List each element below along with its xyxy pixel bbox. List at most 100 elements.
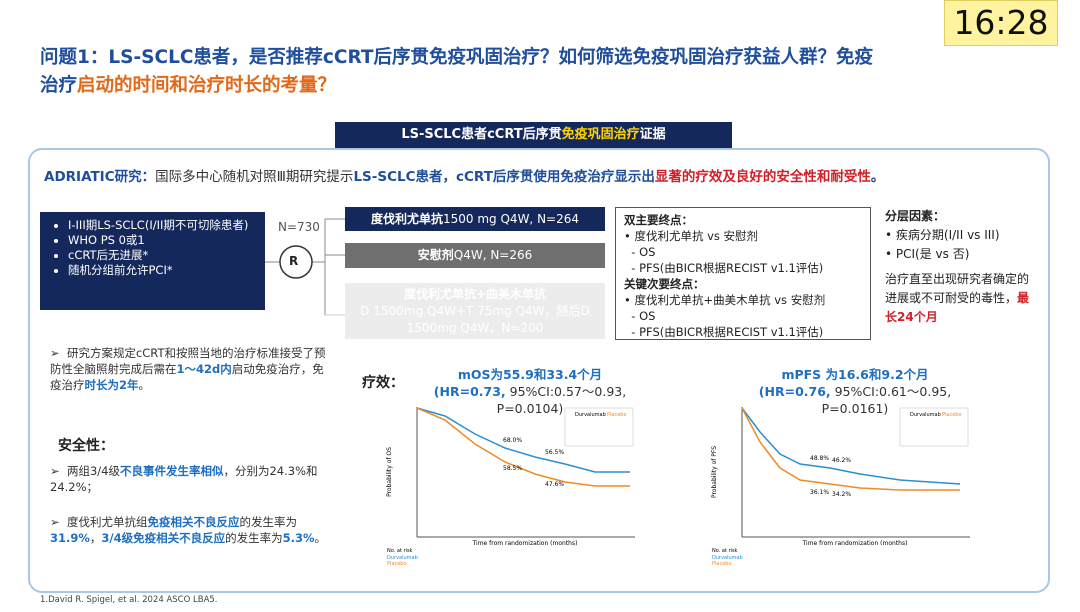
note-highlight: 1～42d内 bbox=[176, 362, 232, 376]
endpoint-item: OS bbox=[639, 309, 656, 323]
risk-label: No. at risk bbox=[712, 548, 738, 554]
strat-item: PCI(是 vs 否) bbox=[895, 247, 970, 261]
title-highlight: 启动的时间和治疗时长的考量？ bbox=[77, 75, 337, 96]
note-highlight: 31.9% bbox=[50, 531, 90, 545]
efficacy-label: 疗效： bbox=[362, 375, 404, 391]
endpoint-heading: 双主要终点： bbox=[624, 213, 693, 227]
risk-label: No. at risk bbox=[387, 548, 413, 554]
randomization-label: R bbox=[289, 254, 299, 268]
risk-row: Durvalumab bbox=[387, 555, 418, 561]
arm-dose: D 1500mg Q4W+T 75mg Q4W，随后D 1500mg Q4W，N… bbox=[360, 304, 590, 335]
inclusion-item: 随机分组前允许PCI* bbox=[68, 263, 259, 278]
risk-row: Placebo bbox=[387, 561, 407, 567]
arm-drug: 度伐利尤单抗 bbox=[371, 212, 444, 226]
note-text: 度伐利尤单抗组 bbox=[66, 515, 148, 529]
footnote: 1.David R. Spigel, et al. 2024 ASCO LBA5… bbox=[40, 595, 218, 605]
note-highlight: 免疫相关不良反应 bbox=[147, 515, 240, 529]
note-text: 启动免疫治疗，免疫治疗 bbox=[50, 362, 324, 392]
banner: LS-SCLC患者cCRT后序贯免疫巩固治疗证据 bbox=[335, 122, 732, 148]
legend: Placebo bbox=[942, 412, 962, 418]
hr: (HR=0.73, bbox=[433, 384, 506, 399]
km-pfs: Probability of PFS Time from randomizati… bbox=[711, 407, 970, 567]
content-frame bbox=[28, 148, 1050, 593]
study-line: ADRIATIC研究：国际多中心随机对照Ⅲ期研究提示LS-SCLC患者，cCRT… bbox=[44, 165, 884, 185]
banner-text: 证据 bbox=[639, 127, 666, 142]
strat-note: 治疗直至出现研究者确定的进展或不可耐受的毒性， bbox=[885, 272, 1030, 305]
title-text: 问题1：LS-SCLC患者，是否推荐cCRT后序贯免疫巩固治疗？如何筛选免疫巩固… bbox=[40, 47, 874, 68]
endpoint-item: PFS(由BICR根据RECIST v1.1评估) bbox=[639, 261, 824, 275]
legend: Durvalumab bbox=[575, 412, 606, 418]
strat-title: 分层因素： bbox=[885, 209, 946, 223]
axis-title: Time from randomization (months) bbox=[472, 540, 578, 547]
annotation: 56.5% bbox=[545, 449, 564, 456]
annotation: 46.2% bbox=[832, 457, 851, 464]
annotation: 48.8% bbox=[810, 455, 829, 462]
risk-row: Placebo bbox=[712, 561, 732, 567]
chart-title: mPFS 为16.6和9.2个月 (HR=0.76, 95%CI:0.61～0.9… bbox=[735, 366, 975, 417]
note-text: 。 bbox=[314, 531, 327, 545]
timer: 16:28 bbox=[944, 0, 1058, 46]
arm-dose: 1500 mg Q4W, N=264 bbox=[443, 212, 579, 226]
note-text: 。 bbox=[138, 378, 151, 392]
study-text: LS-SCLC患者，cCRT后序贯使用免疫治疗显示出 bbox=[353, 169, 655, 185]
endpoint-item: 度伐利尤单抗+曲美木单抗 vs 安慰剂 bbox=[634, 293, 826, 307]
note-text: 两组3/4级 bbox=[66, 464, 120, 478]
protocol-note: ➢ 研究方案规定cCRT和按照当地的治疗标准接受了预防性全脑照射完成后需在1～4… bbox=[50, 346, 326, 392]
note-text: 的发生率为 bbox=[239, 515, 297, 529]
arm: 度伐利尤单抗1500 mg Q4W, N=264 bbox=[345, 207, 605, 231]
hr-ci: 95%CI:0.57～0.93, P=0.0104) bbox=[496, 384, 627, 416]
chart-title-text: mOS为55.9和33.4个月 bbox=[457, 367, 603, 382]
legend: Placebo bbox=[607, 412, 627, 418]
note-highlight: 5.3% bbox=[282, 531, 315, 545]
hr-ci: 95%CI:0.61～0.95, P=0.0161) bbox=[821, 384, 952, 416]
inclusion-box: I-III期LS-SCLC(I/II期不可切除患者) WHO PS 0或1 cC… bbox=[40, 212, 265, 310]
note-text: 研究方案规定cCRT和按照当地的治疗标准接受了预防性全脑照射完成后需在 bbox=[50, 346, 326, 376]
arm-drug: 度伐利尤单抗+曲美木单抗 bbox=[403, 287, 547, 301]
title-text: 治疗 bbox=[40, 75, 78, 96]
safety-title: 安全性： bbox=[58, 438, 114, 454]
note-text: ， bbox=[89, 531, 102, 545]
study-text: 国际多中心随机对照Ⅲ期研究提示 bbox=[155, 169, 354, 185]
arm-dose: Q4W, N=266 bbox=[453, 248, 533, 262]
chart-title: mOS为55.9和33.4个月 (HR=0.73, 95%CI:0.57～0.93… bbox=[410, 366, 650, 417]
study-text: 。 bbox=[870, 169, 885, 185]
stratification: 分层因素： • 疾病分期(I/II vs III) • PCI(是 vs 否) … bbox=[885, 209, 1030, 324]
note-highlight: 时长为2年 bbox=[84, 378, 139, 392]
note-highlight: 3/4级免疫相关不良反应 bbox=[101, 531, 226, 545]
arm: 安慰剂Q4W, N=266 bbox=[345, 243, 605, 268]
study-highlight: 显著的疗效及良好的安全性和耐受性 bbox=[654, 169, 871, 185]
safety-item: ➢ 度伐利尤单抗组免疫相关不良反应的发生率为31.9%，3/4级免疫相关不良反应… bbox=[50, 515, 327, 545]
inclusion-item: I-III期LS-SCLC(I/II期不可切除患者) bbox=[68, 218, 259, 233]
randomization-lines bbox=[265, 218, 345, 316]
inclusion-item: cCRT后无进展* bbox=[68, 248, 259, 263]
annotation: 68.0% bbox=[503, 437, 522, 444]
annotation: 36.1% bbox=[810, 489, 829, 496]
annotation: 34.2% bbox=[832, 491, 851, 498]
inclusion-item: WHO PS 0或1 bbox=[68, 233, 259, 248]
chart-title-text: mPFS 为16.6和9.2个月 bbox=[781, 367, 929, 382]
legend: Durvalumab bbox=[910, 412, 941, 418]
annotation: 47.6% bbox=[545, 481, 564, 488]
endpoints-box: 双主要终点： • 度伐利尤单抗 vs 安慰剂 - OS - PFS(由BICR根… bbox=[615, 207, 871, 340]
sample-size: N=730 bbox=[278, 220, 320, 234]
note-text: 的发生率为 bbox=[225, 531, 283, 545]
axis-title: Probability of PFS bbox=[711, 446, 718, 498]
strat-note-highlight: 最长24个月 bbox=[885, 291, 1030, 324]
note-text: ，分别为24.3%和24.2%； bbox=[50, 464, 318, 494]
banner-highlight: 免疫巩固治疗 bbox=[561, 127, 640, 142]
arm: 度伐利尤单抗+曲美木单抗 D 1500mg Q4W+T 75mg Q4W，随后D … bbox=[345, 283, 605, 339]
endpoint-item: 度伐利尤单抗 vs 安慰剂 bbox=[634, 229, 759, 243]
safety-item: ➢ 两组3/4级不良事件发生率相似，分别为24.3%和24.2%； bbox=[50, 464, 318, 494]
annotation: 58.5% bbox=[503, 465, 522, 472]
arm-drug: 安慰剂 bbox=[417, 248, 454, 262]
endpoint-heading: 关键次要终点： bbox=[624, 277, 705, 291]
title: 问题1：LS-SCLC患者，是否推荐cCRT后序贯免疫巩固治疗？如何筛选免疫巩固… bbox=[40, 44, 1040, 100]
hr: (HR=0.76, bbox=[758, 384, 831, 399]
endpoint-item: OS bbox=[639, 245, 656, 259]
banner-text: LS-SCLC患者cCRT后序贯 bbox=[401, 127, 562, 142]
axis-title: Time from randomization (months) bbox=[802, 540, 908, 547]
endpoint-item: PFS(由BICR根据RECIST v1.1评估) bbox=[639, 325, 824, 339]
axis-title: Probability of OS bbox=[386, 447, 393, 497]
study-name: ADRIATIC研究： bbox=[44, 169, 156, 185]
strat-item: 疾病分期(I/II vs III) bbox=[895, 228, 1000, 242]
